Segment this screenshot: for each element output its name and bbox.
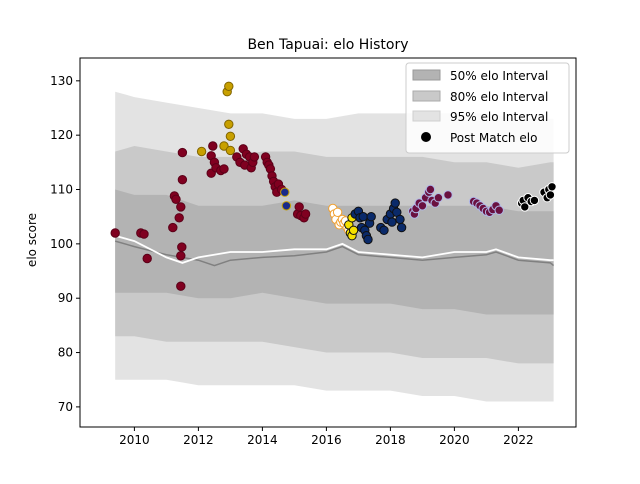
y-tick-label: 70: [58, 400, 73, 414]
data-point-s1-0: [196, 146, 207, 157]
band-50-interval: [115, 189, 554, 315]
data-point-s0-29: [249, 152, 260, 162]
legend-swatch-95: [412, 110, 441, 122]
x-tick-label: 2022: [503, 433, 534, 447]
axes: 2010 2012 2014 2016 2018 2020 2022 70 80 90 100 110…: [50, 57, 577, 447]
x-tick-label: 2012: [183, 433, 214, 447]
legend-label-50: 50% elo Interval: [450, 69, 548, 83]
legend-frame: [405, 62, 570, 154]
data-point-s0-3: [142, 253, 152, 264]
data-point-s0-16: [208, 141, 218, 151]
y-tick-label: 110: [50, 183, 73, 197]
data-point-s6-4: [417, 201, 428, 211]
legend-swatch-50: [412, 69, 441, 81]
data-point-s4-4: [348, 225, 359, 236]
y-tick-label: 90: [58, 291, 73, 305]
legend-swatch-80: [412, 90, 441, 102]
data-point-s0-13: [177, 147, 188, 158]
data-point-s5-14: [387, 217, 397, 227]
data-point-s1-4: [224, 119, 234, 130]
legend-label-post-match: Post Match elo: [450, 131, 537, 145]
axes-frame: [79, 57, 577, 428]
data-point-s5-9: [366, 212, 376, 222]
data-point-s5-11: [379, 225, 389, 236]
data-point-s0-41: [294, 202, 304, 212]
data-point-s0-4: [168, 222, 178, 233]
data-point-s0-6: [171, 194, 181, 205]
data-point-s1-3: [224, 81, 234, 92]
data-point-s2-0: [280, 187, 290, 197]
data-point-s1-1: [219, 141, 229, 151]
data-point-s5-19: [396, 222, 407, 233]
data-point-s7-5: [529, 195, 540, 206]
data-point-s5-7: [363, 234, 373, 245]
x-tick-label: 2016: [311, 433, 342, 447]
data-point-s3-3: [332, 207, 343, 218]
data-point-s0-20: [219, 164, 229, 174]
data-point-s1-6: [225, 131, 236, 142]
data-point-s6-10: [433, 193, 444, 203]
data-point-s0-10: [177, 242, 187, 252]
x-tick-label: 2020: [439, 433, 470, 447]
data-point-s6-20: [494, 205, 504, 215]
y-tick-label: 130: [50, 74, 73, 88]
y-tick-label: 120: [50, 128, 73, 142]
data-point-s1-5: [225, 145, 236, 156]
legend: 50% elo Interval 80% elo Interval 95% el…: [405, 62, 570, 154]
plot-area: [110, 81, 557, 402]
data-point-s5-18: [395, 214, 405, 225]
x-tick-label: 2018: [375, 433, 406, 447]
data-point-s5-16: [390, 198, 400, 208]
x-tick-label: 2010: [119, 433, 150, 447]
data-point-s2-1: [281, 201, 292, 211]
y-tick-label: 80: [58, 346, 73, 360]
chart-title: Ben Tapuai: elo History: [247, 37, 408, 53]
data-point-s7-2: [520, 202, 530, 212]
data-point-s0-8: [176, 202, 186, 212]
y-axis-label: elo score: [25, 213, 39, 267]
mean-elo-line: [114, 234, 554, 264]
data-point-s5-4: [358, 212, 368, 222]
data-point-s6-11: [443, 190, 453, 200]
legend-marker-post-match: [421, 132, 431, 142]
data-point-s7-10: [547, 182, 557, 192]
data-point-s0-9: [176, 251, 186, 261]
data-point-s0-12: [177, 175, 188, 185]
data-point-s0-0: [110, 228, 120, 238]
data-point-s0-44: [300, 209, 311, 219]
data-point-s0-11: [176, 281, 186, 291]
y-tick-label: 100: [50, 237, 73, 251]
legend-label-95: 95% elo Interval: [450, 110, 548, 124]
median-elo-line: [114, 240, 555, 267]
data-point-s0-2: [139, 229, 149, 239]
data-point-s0-7: [174, 213, 184, 223]
data-point-s7-9: [545, 190, 556, 200]
data-point-s6-7: [425, 184, 436, 195]
x-tick-label: 2014: [247, 433, 278, 447]
legend-label-80: 80% elo Interval: [450, 90, 548, 104]
